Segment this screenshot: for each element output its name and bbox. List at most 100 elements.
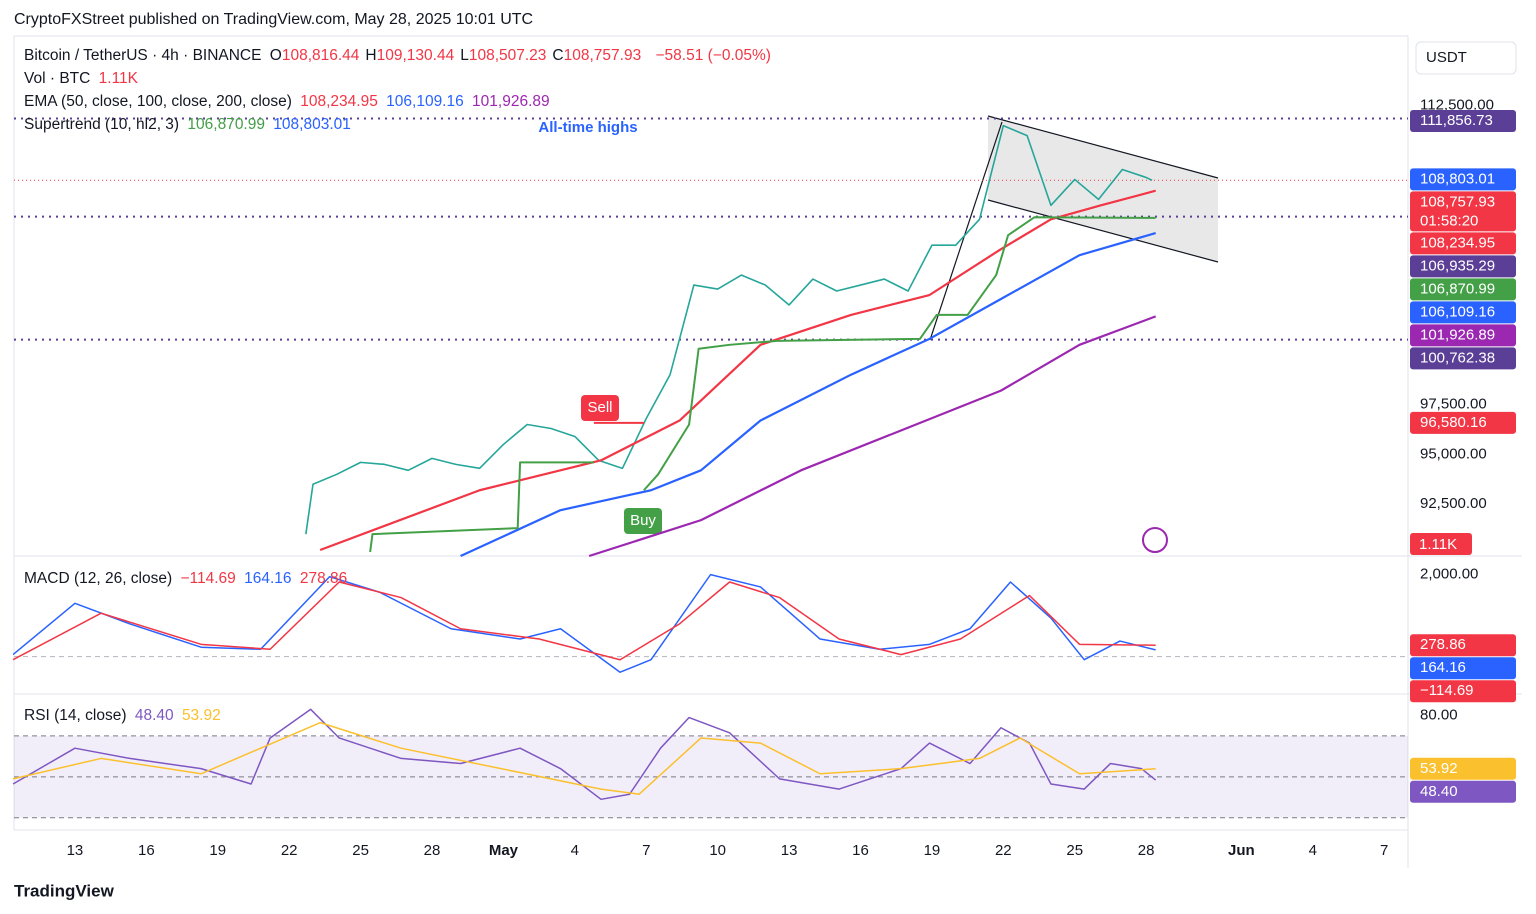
ohlc-value: 108,757.93	[563, 47, 642, 64]
price-label: 106,935.29	[1420, 257, 1495, 274]
price-label: 96,580.16	[1420, 414, 1487, 431]
x-tick-label: 28	[424, 842, 441, 859]
published: CryptoFXStreet published on TradingView.…	[14, 11, 533, 28]
series-line	[319, 189, 1156, 552]
series-line	[460, 232, 1156, 557]
x-tick-label: 13	[67, 842, 84, 859]
currency: USDT	[1426, 49, 1467, 66]
supertrend-value: 108,803.01	[273, 116, 351, 133]
ohlc-key: H	[365, 47, 377, 64]
logo: TradingView	[14, 881, 115, 900]
price-label-box	[1410, 168, 1516, 191]
price-label-box	[1410, 110, 1516, 132]
volume-label-box	[1410, 533, 1472, 555]
price-label: 106,870.99	[1420, 280, 1495, 297]
price-label: 108,234.95	[1420, 234, 1495, 251]
y-tick-label: 112,500.00	[1420, 97, 1494, 114]
price-label-box	[1410, 191, 1516, 232]
price-label-box	[1410, 680, 1516, 703]
macd-name: MACD (12, 26, close)	[24, 570, 173, 587]
price-label-box	[1410, 255, 1516, 278]
series-line	[305, 124, 1153, 535]
series-line	[12, 708, 1157, 801]
price-label-box	[1410, 324, 1516, 347]
series-line	[369, 461, 594, 553]
x-tick-label: 10	[709, 842, 726, 859]
x-tick-label: 13	[781, 842, 798, 859]
ohlc-value: 108,507.23	[468, 47, 547, 64]
series-line	[588, 315, 1157, 558]
price-label: 48.40	[1420, 783, 1458, 800]
series-line	[12, 581, 1156, 661]
channel-line	[987, 115, 1219, 179]
supertrend-value: 106,870.99	[187, 116, 265, 133]
x-tick-label: 25	[352, 842, 369, 859]
y-tick-label: 92,500.00	[1420, 495, 1487, 512]
legend-ema: EMA (50, close, 100, close, 200, close) …	[24, 93, 554, 111]
x-tick-label: 28	[1138, 842, 1155, 859]
channel	[988, 116, 1218, 262]
ohlc-value: 108,816.44	[281, 47, 360, 64]
x-tick-label: 4	[1309, 842, 1317, 859]
legend-ohlc: Bitcoin / TetherUS · 4h · BINANCE O108,8…	[24, 47, 775, 65]
icon[interactable]	[1142, 527, 1168, 553]
channel-line	[987, 199, 1219, 263]
ema-value: 108,234.95	[300, 93, 378, 110]
x-tick-label: 19	[924, 842, 941, 859]
price-label: 108,803.01	[1420, 170, 1495, 187]
price-label: −114.69	[1420, 682, 1474, 699]
price-label: 101,926.89	[1420, 326, 1495, 343]
macd-value: 164.16	[244, 570, 292, 587]
series-line	[12, 721, 1156, 795]
x-tick-label: 16	[138, 842, 155, 859]
symbol: Bitcoin / TetherUS · 4h · BINANCE	[24, 47, 262, 64]
price-label-box	[1410, 411, 1516, 434]
price-label-box	[1410, 278, 1516, 301]
change: −58.51 (−0.05%)	[655, 47, 771, 64]
x-tick-label: May	[489, 842, 519, 859]
price-label: 100,762.38	[1420, 349, 1495, 366]
legend-macd: MACD (12, 26, close) −114.69 164.16 278.…	[24, 570, 351, 588]
legend-rsi: RSI (14, close) 48.40 53.92	[24, 707, 225, 725]
x-tick-label: 22	[281, 842, 298, 859]
price-label-box	[1410, 780, 1516, 803]
ohlc-value: 109,130.44	[376, 47, 455, 64]
price-label-box	[1410, 634, 1516, 657]
x-tick-label: 19	[209, 842, 226, 859]
ema-value: 106,109.16	[386, 93, 464, 110]
macd-value: −114.69	[180, 570, 236, 587]
price-label: 53.92	[1420, 760, 1458, 777]
volume-label: 1.11K	[1419, 536, 1457, 553]
price-label-box	[1410, 301, 1516, 324]
price-label: 278.86	[1420, 636, 1466, 653]
x-tick-label: Jun	[1228, 842, 1255, 859]
ath-annotation: All-time highs	[538, 119, 637, 136]
trend-line	[929, 121, 1003, 341]
rsi-value: 53.92	[181, 707, 221, 724]
buy-label: Buy	[630, 512, 656, 529]
volume-name: Vol · BTC	[24, 70, 91, 87]
legend-volume: Vol · BTC 1.11K	[24, 70, 142, 88]
sell-badge	[581, 395, 619, 421]
countdown: 01:58:20	[1420, 212, 1478, 229]
series-line	[12, 573, 1156, 673]
price-label-box	[1410, 757, 1516, 780]
x-tick-label: 7	[642, 842, 650, 859]
x-tick-label: 16	[852, 842, 869, 859]
currency-box	[1415, 41, 1517, 75]
volume-value: 1.11K	[98, 70, 138, 87]
price-label: 106,109.16	[1420, 303, 1495, 320]
x-tick-label: 22	[995, 842, 1012, 859]
rsi-name: RSI (14, close)	[24, 707, 127, 724]
x-tick-label: 7	[1380, 842, 1388, 859]
ohlc-key: C	[552, 47, 564, 64]
price-label: 108,757.93	[1420, 193, 1495, 210]
price-label: 164.16	[1420, 659, 1466, 676]
legend-supertrend: Supertrend (10, hl2, 3) 106,870.99 108,8…	[24, 116, 355, 134]
price-label: 111,856.73	[1420, 112, 1493, 129]
sell-label: Sell	[587, 399, 612, 416]
rsi-value: 48.40	[134, 707, 174, 724]
y-tick-label: 80.00	[1420, 706, 1458, 723]
